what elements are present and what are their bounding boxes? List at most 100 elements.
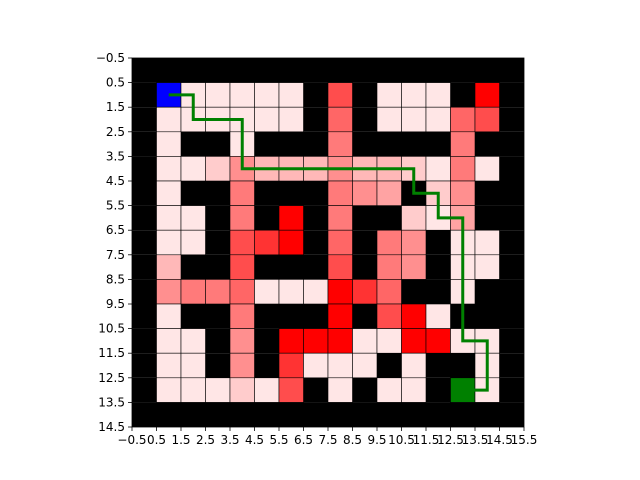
visited-cell — [156, 352, 182, 379]
x-tick-label: 14.5 — [486, 433, 513, 447]
visited-cell — [156, 106, 182, 133]
visited-cell — [327, 180, 353, 206]
wall-cell — [475, 402, 500, 427]
wall-cell — [499, 377, 524, 403]
y-tick-label: 10.5 — [98, 322, 125, 336]
visited-cell — [156, 229, 182, 256]
wall-cell — [450, 82, 475, 108]
wall-cell — [377, 131, 402, 157]
visited-cell — [229, 279, 255, 305]
visited-cell — [376, 82, 402, 108]
visited-cell — [229, 205, 255, 231]
wall-cell — [156, 402, 181, 427]
wall-cell — [132, 58, 157, 83]
visited-cell — [376, 279, 402, 305]
wall-cell — [205, 205, 230, 231]
wall-cell — [303, 181, 328, 206]
visited-cell — [376, 254, 402, 280]
wall-cell — [352, 230, 377, 255]
wall-cell — [352, 254, 377, 280]
wall-cell — [499, 156, 524, 181]
x-tick-label: −0.5 — [117, 433, 146, 447]
wall-cell — [499, 353, 524, 378]
wall-cell — [499, 230, 524, 255]
solution-path-layer — [168, 93, 489, 392]
visited-cell — [474, 254, 500, 280]
wall-cell — [450, 402, 475, 427]
wall-cell — [450, 353, 475, 378]
visited-cell — [401, 106, 427, 133]
wall-cell — [279, 58, 304, 83]
y-tick-label: 7.5 — [106, 248, 125, 262]
visited-cell — [205, 377, 231, 403]
wall-cell — [156, 58, 181, 83]
x-axis-ticks: −0.5 0.5 1.5 2.5 3.5 4.5 5.5 6.5 7.5 8.5 9.5 10.511… — [117, 427, 537, 447]
visited-cell — [156, 377, 182, 403]
visited-cell — [425, 328, 451, 354]
wall-cell — [205, 254, 230, 280]
wall-cell — [426, 353, 451, 378]
wall-cell — [254, 353, 279, 378]
visited-cell — [352, 328, 378, 354]
visited-cell — [278, 82, 304, 108]
wall-cell — [230, 58, 255, 83]
wall-cell — [475, 131, 500, 157]
wall-cell — [377, 353, 402, 378]
wall-cell — [499, 328, 524, 354]
wall-cell — [205, 328, 230, 354]
visited-cell — [278, 106, 304, 133]
wall-cell — [303, 304, 328, 329]
wall-cell — [254, 181, 279, 206]
wall-cell — [475, 181, 500, 206]
wall-cell — [205, 131, 230, 157]
wall-cell — [352, 82, 377, 108]
wall-cell — [181, 131, 206, 157]
wall-cell — [426, 230, 451, 255]
visited-cell — [254, 279, 280, 305]
visited-cell — [278, 205, 304, 231]
visited-cell — [229, 82, 255, 108]
visited-cell — [205, 156, 231, 182]
wall-cell — [181, 304, 206, 329]
visited-cell — [474, 82, 500, 108]
wall-cell — [132, 377, 157, 403]
visited-cell — [425, 303, 451, 329]
visited-cell — [180, 156, 206, 182]
wall-cell — [254, 205, 279, 231]
visited-cell — [376, 106, 402, 133]
wall-cell — [132, 230, 157, 255]
wall-cell — [475, 205, 500, 231]
visited-cell — [156, 205, 182, 231]
visited-cell — [450, 131, 476, 157]
wall-cell — [352, 58, 377, 83]
x-tick-label: 7.5 — [318, 433, 337, 447]
visited-cell — [474, 229, 500, 256]
visited-cell — [327, 279, 353, 305]
x-tick-label: 9.5 — [367, 433, 386, 447]
wall-cell — [254, 402, 279, 427]
visited-cell — [303, 328, 329, 354]
visited-cell — [278, 279, 304, 305]
wall-cell — [377, 402, 402, 427]
wall-cell — [132, 156, 157, 181]
wall-cell — [377, 205, 402, 231]
visited-cell — [327, 82, 353, 108]
y-tick-label: 11.5 — [98, 346, 125, 360]
y-tick-label: 13.5 — [98, 395, 125, 409]
wall-cell — [475, 304, 500, 329]
visited-cell — [180, 328, 206, 354]
wall-cell — [181, 58, 206, 83]
y-axis-ticks: −0.5 0.5 1.5 2.5 3.5 4.5 5.5 6.5 7.5 8.5 9.5 10.5 11… — [96, 51, 132, 434]
visited-cell — [450, 106, 476, 133]
visited-cell — [327, 328, 353, 354]
visited-cell — [474, 156, 500, 182]
wall-cell — [132, 181, 157, 206]
y-tick-label: 6.5 — [106, 223, 125, 237]
wall-cell — [181, 181, 206, 206]
wall-cell — [426, 58, 451, 83]
visited-cell — [401, 352, 427, 379]
solution-path-line — [168, 93, 489, 392]
visited-cell — [327, 377, 353, 403]
wall-cell — [303, 230, 328, 255]
wall-cell — [303, 254, 328, 280]
